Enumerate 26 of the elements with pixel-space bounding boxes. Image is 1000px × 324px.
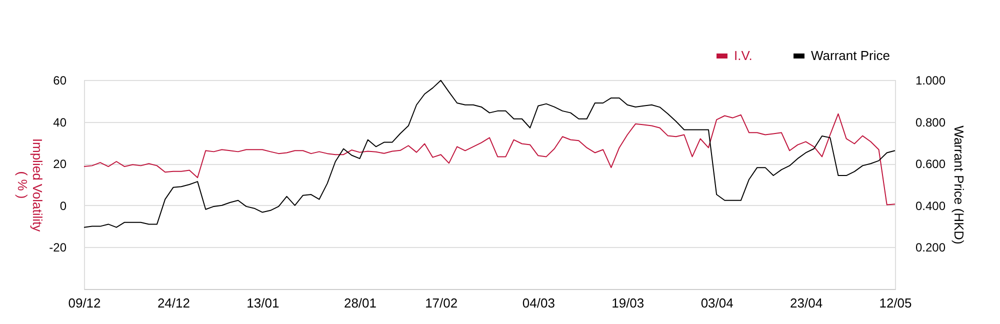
x-tick-label: 12/05 bbox=[879, 296, 912, 310]
y2-tick-label: 0.200 bbox=[916, 240, 946, 255]
x-tick-label: 23/04 bbox=[790, 296, 823, 310]
legend-label: Warrant Price bbox=[811, 48, 890, 63]
line-series bbox=[84, 80, 896, 228]
x-tick-label: 03/04 bbox=[700, 296, 734, 310]
y-tick-label: 0 bbox=[60, 198, 67, 213]
x-tick-label: 28/01 bbox=[344, 296, 377, 310]
x-tick-label: 19/03 bbox=[612, 296, 644, 310]
y-tick-label: 60 bbox=[53, 74, 67, 88]
line-series bbox=[84, 113, 896, 206]
x-tick-label: 24/12 bbox=[157, 296, 190, 310]
y2-axis-title: Warrant Price (HKD) bbox=[952, 126, 967, 244]
legend-label: I.V. bbox=[734, 48, 752, 63]
y-tick-label: 20 bbox=[53, 157, 67, 172]
x-tick-label: 17/02 bbox=[425, 296, 458, 310]
y2-tick-label: 0.800 bbox=[916, 115, 946, 130]
y2-tick-label: 0.400 bbox=[916, 198, 946, 213]
y2-tick-label: 0.600 bbox=[916, 157, 946, 172]
y-axis-title: Implied Volatility ( % ) bbox=[15, 138, 46, 232]
y2-tick-label: 1.000 bbox=[916, 74, 946, 88]
x-tick-label: 04/03 bbox=[522, 296, 555, 310]
x-tick-label: 13/01 bbox=[246, 296, 280, 310]
x-tick-label: 09/12 bbox=[68, 296, 101, 310]
y-tick-label: 40 bbox=[53, 115, 67, 130]
y-tick-label: -20 bbox=[49, 240, 67, 255]
